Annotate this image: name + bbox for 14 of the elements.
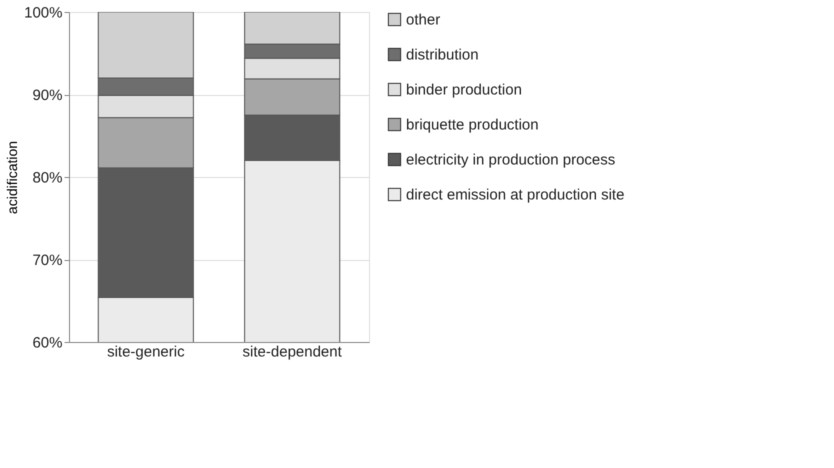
y-tick-label: 100% [24, 4, 62, 22]
y-axis-title: acidification [4, 140, 20, 214]
y-tick-label: 60% [32, 334, 62, 352]
y-tick-label: 80% [32, 170, 62, 186]
legend-label: briquette production [406, 116, 539, 134]
legend-label: other [406, 12, 440, 28]
legend-label: distribution [406, 46, 479, 64]
legend-label: binder production [406, 82, 522, 98]
y-tick-label: 70% [32, 252, 62, 269]
y-tick-label: 90% [32, 87, 62, 104]
legend-label: direct emission at production site [406, 186, 624, 204]
legend-label: electricity in production process [406, 152, 616, 168]
x-tick-label: site-dependent [242, 344, 343, 360]
x-tick-label: site-generic [107, 344, 186, 360]
